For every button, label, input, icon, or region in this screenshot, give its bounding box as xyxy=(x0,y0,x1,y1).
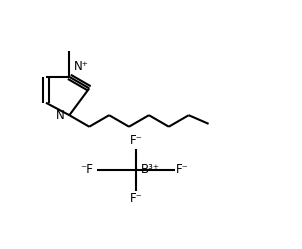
Text: F⁻: F⁻ xyxy=(130,192,143,205)
Text: N⁺: N⁺ xyxy=(74,60,89,73)
Text: ⁻F: ⁻F xyxy=(81,163,93,176)
Text: N: N xyxy=(56,109,65,122)
Text: B³⁺: B³⁺ xyxy=(141,163,160,176)
Text: F⁻: F⁻ xyxy=(176,163,189,176)
Text: F⁻: F⁻ xyxy=(130,134,143,147)
